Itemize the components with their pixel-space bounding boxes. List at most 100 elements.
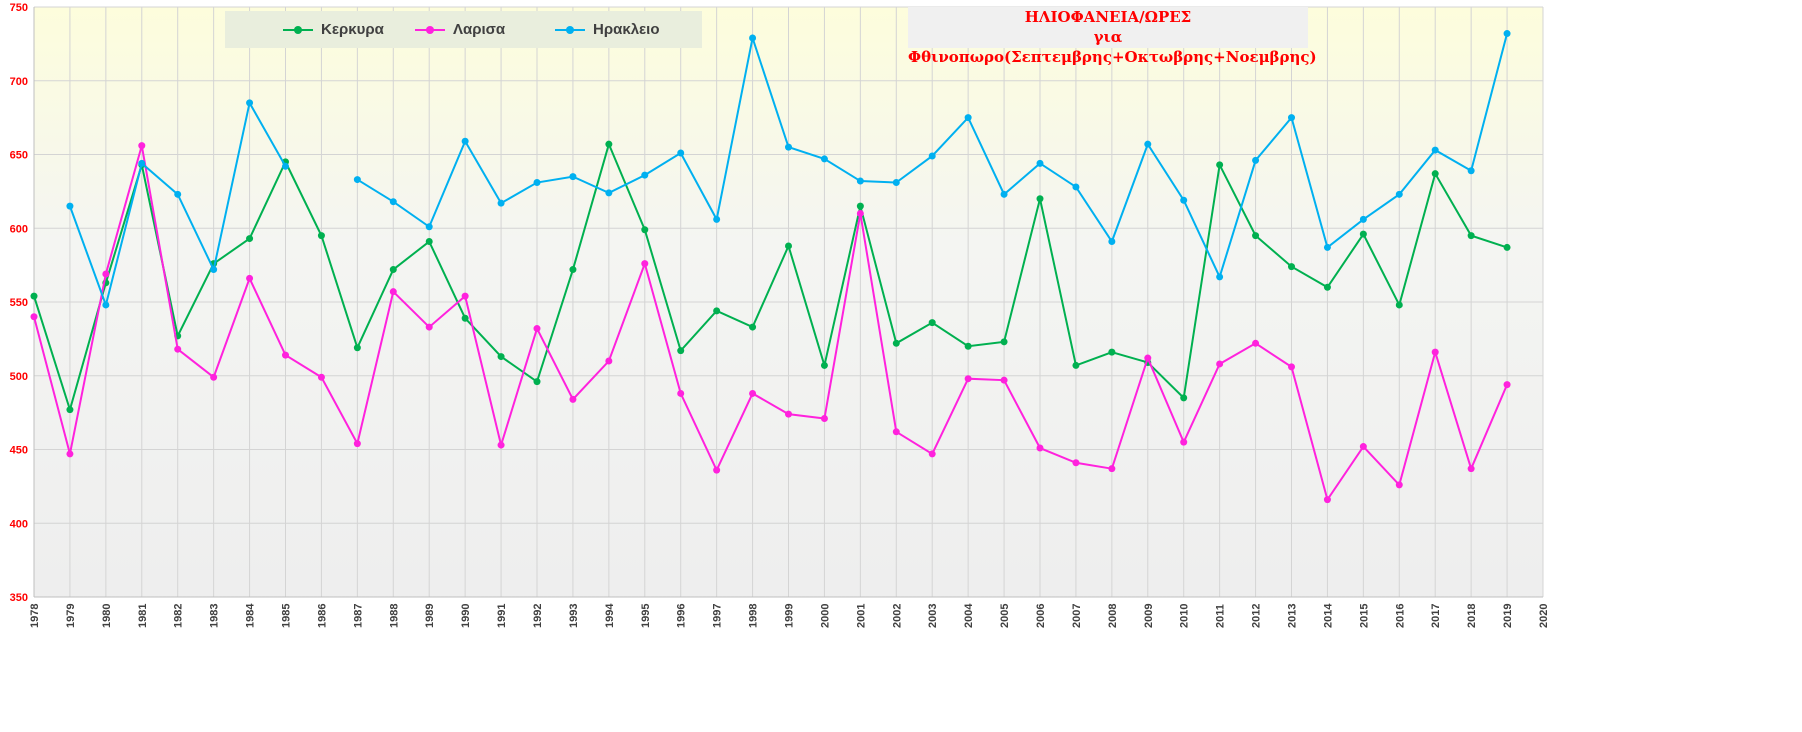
data-point-1: [1144, 354, 1152, 362]
data-point-0: [785, 242, 792, 250]
x-tick-label: 1980: [101, 604, 113, 628]
x-tick-label: 1993: [568, 604, 580, 628]
data-point-1: [1072, 459, 1080, 467]
series-line-1: [33, 145, 1508, 503]
x-tick-label: 1984: [245, 603, 257, 628]
chart-subtitle: για Φθινοπωρο(Σεπτεμβρης+Οκτωβρης+Νοεμβρ…: [908, 28, 1317, 66]
x-tick-label: 1983: [209, 604, 221, 628]
y-tick-label: 600: [10, 223, 28, 235]
data-point-0: [1216, 161, 1224, 169]
x-tick-label: 2011: [1215, 604, 1227, 628]
data-point-2: [533, 179, 541, 187]
x-tick-label: 1985: [281, 604, 293, 628]
data-point-1: [66, 450, 74, 458]
x-tick-label: 2003: [927, 604, 939, 628]
data-point-2: [66, 202, 74, 210]
legend-label: Λαρισα: [453, 21, 506, 38]
data-point-0: [1503, 243, 1511, 251]
data-point-1: [569, 395, 577, 403]
x-tick-label: 2000: [819, 604, 831, 628]
data-point-0: [1395, 301, 1403, 309]
data-point-0: [66, 406, 74, 414]
x-tick-label: 1979: [65, 604, 77, 628]
data-point-0: [1323, 283, 1331, 291]
data-point-0: [1359, 230, 1367, 238]
data-point-2: [1036, 159, 1044, 167]
data-point-0: [749, 323, 757, 331]
data-point-2: [389, 198, 397, 206]
x-tick-label: 2013: [1287, 604, 1299, 628]
data-point-2: [605, 189, 613, 197]
x-tick-label: 2002: [891, 604, 903, 628]
data-point-2: [210, 266, 218, 274]
legend-label: Ηρακλειο: [593, 21, 660, 38]
data-point-2: [928, 152, 936, 160]
data-point-1: [605, 357, 613, 365]
x-tick-label: 1999: [784, 604, 796, 628]
data-point-2: [1431, 146, 1439, 154]
x-tick-label: 2015: [1358, 604, 1370, 628]
data-point-0: [533, 378, 541, 386]
data-point-0: [641, 226, 649, 234]
data-point-1: [785, 410, 792, 418]
data-point-1: [389, 288, 397, 296]
data-point-2: [1072, 183, 1080, 191]
x-tick-label: 2020: [1538, 604, 1550, 628]
y-tick-label: 500: [10, 371, 28, 383]
data-point-1: [282, 351, 289, 359]
x-tick-label: 2017: [1430, 604, 1442, 628]
data-point-1: [30, 313, 38, 321]
data-point-1: [138, 142, 146, 150]
data-point-0: [1252, 232, 1260, 240]
data-point-1: [533, 325, 541, 333]
x-tick-label: 2008: [1107, 604, 1119, 628]
x-tick-label: 1991: [496, 604, 508, 628]
data-point-2: [497, 199, 505, 207]
x-tick-label: 1989: [424, 604, 436, 628]
data-point-2: [964, 114, 972, 122]
data-point-2: [1467, 167, 1475, 175]
data-point-0: [246, 235, 254, 243]
y-tick-label: 700: [10, 76, 28, 88]
data-point-1: [425, 323, 433, 331]
data-point-1: [713, 466, 721, 474]
legend-item-kerkyra: Κερκυρα: [283, 21, 384, 38]
data-point-1: [1359, 443, 1367, 451]
data-point-2: [1503, 30, 1511, 38]
data-point-2: [785, 143, 792, 151]
data-point-1: [892, 428, 900, 436]
x-tick-label: 2009: [1143, 604, 1155, 628]
x-tick-label: 2014: [1322, 603, 1334, 628]
data-point-0: [1108, 348, 1116, 356]
x-tick-label: 2018: [1466, 604, 1478, 628]
data-point-0: [677, 347, 685, 355]
data-point-0: [1467, 232, 1475, 240]
data-point-2: [1359, 215, 1367, 223]
x-tick-label: 1997: [712, 604, 724, 628]
x-tick-label: 1982: [173, 604, 185, 628]
data-point-1: [749, 389, 757, 397]
data-point-1: [353, 440, 361, 448]
data-point-2: [892, 179, 900, 187]
data-point-2: [820, 155, 828, 163]
data-point-0: [1180, 394, 1188, 402]
data-point-0: [1072, 361, 1080, 369]
data-point-1: [1503, 381, 1511, 389]
data-point-2: [856, 177, 864, 185]
y-tick-label: 450: [10, 445, 28, 457]
data-point-0: [425, 238, 433, 246]
series-line-0: [33, 141, 1508, 414]
x-tick-label: 1990: [460, 604, 472, 628]
x-tick-label: 2019: [1502, 604, 1514, 628]
x-tick-label: 2006: [1035, 604, 1047, 628]
legend-marker-icon: [283, 25, 313, 34]
x-tick-label: 1986: [316, 604, 328, 628]
chart-title-box: ΗΛΙΟΦΑΝΕΙΑ/ΩΡΕΣ για Φθινοπωρο(Σεπτεμβρης…: [908, 7, 1317, 66]
data-point-0: [353, 344, 361, 352]
y-tick-label: 550: [10, 297, 28, 309]
data-point-2: [1288, 114, 1295, 122]
data-point-1: [856, 210, 864, 217]
data-point-1: [1323, 496, 1331, 504]
data-point-2: [1180, 196, 1188, 204]
data-point-2: [1323, 243, 1331, 251]
